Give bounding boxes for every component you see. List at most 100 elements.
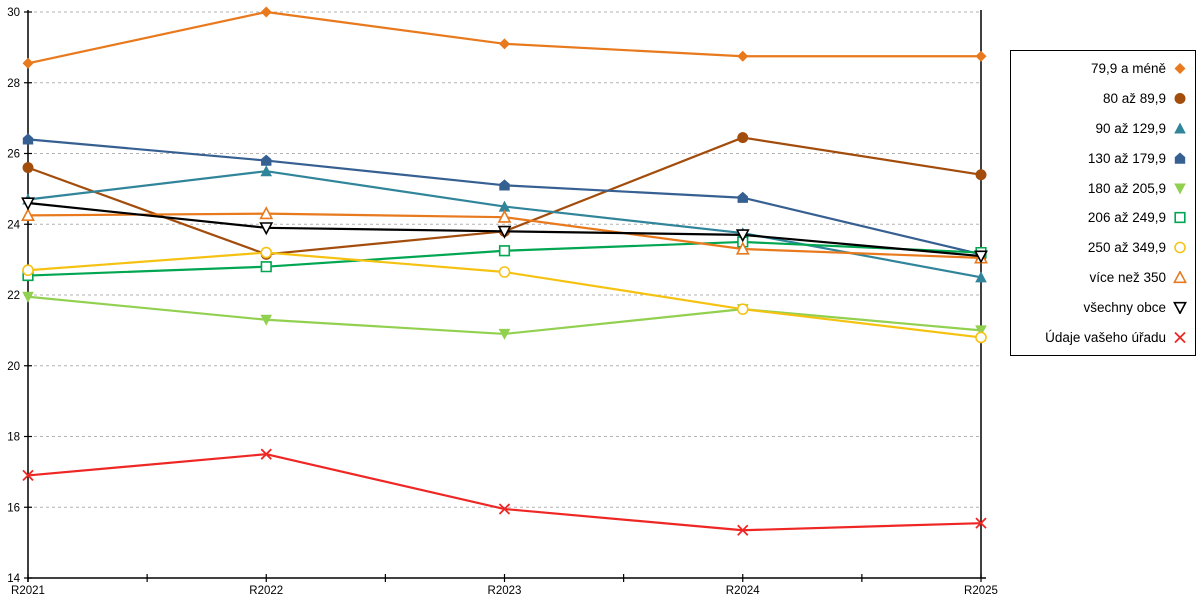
legend-item-10: Údaje vašeho úřadu — [1015, 330, 1187, 345]
marker-shape — [499, 38, 510, 50]
marker-shape — [974, 250, 988, 264]
legend-item-2: 80 až 89,9 — [1015, 91, 1187, 106]
marker-shape — [737, 191, 748, 203]
pentagon-filled-legend-icon — [1174, 152, 1186, 164]
marker-shape — [497, 209, 512, 223]
marker-shape — [736, 303, 749, 315]
triangle-up-open-marker — [1173, 270, 1187, 284]
circle-open-marker — [975, 331, 987, 344]
x-tick-label: R2023 — [488, 585, 522, 597]
pentagon-filled-marker — [499, 179, 510, 191]
y-tick-label: 28 — [7, 78, 20, 90]
marker-shape — [975, 50, 987, 62]
triangle-up-filled-legend-icon — [1174, 122, 1186, 134]
legend-item-5: 180 až 205,9 — [1015, 181, 1187, 196]
diamond-filled-marker — [1174, 63, 1186, 75]
marker-shape — [737, 50, 749, 62]
marker-shape — [1174, 63, 1186, 75]
legend-label: 250 až 349,9 — [1087, 240, 1166, 256]
series-line-5 — [26, 295, 983, 336]
marker-shape — [975, 325, 987, 337]
marker-shape — [260, 314, 273, 326]
legend-item-8: více než 350 — [1015, 270, 1187, 285]
triangle-up-filled-marker — [1174, 122, 1186, 134]
marker-shape — [260, 6, 272, 18]
marker-shape — [1173, 301, 1187, 314]
marker-shape — [737, 524, 749, 536]
x-cross-marker — [260, 448, 272, 460]
triangle-up-filled-marker — [975, 271, 987, 283]
triangle-down-open-marker — [497, 225, 512, 239]
series-line-10 — [26, 453, 983, 532]
marker-shape — [22, 264, 34, 276]
marker-shape — [975, 169, 987, 181]
triangle-down-open-marker — [21, 197, 35, 211]
circle-filled-legend-icon — [1174, 93, 1186, 105]
legend-item-7: 250 až 349,9 — [1015, 240, 1187, 255]
marker-shape — [498, 266, 511, 278]
marker-shape — [497, 225, 512, 239]
diamond-filled-marker — [737, 50, 749, 62]
marker-shape — [498, 503, 511, 515]
marker-shape — [22, 291, 34, 303]
legend-item-4: 130 až 179,9 — [1015, 151, 1187, 166]
marker-shape — [261, 154, 272, 166]
marker-shape — [21, 207, 35, 222]
legend-item-9: všechny obce — [1015, 300, 1187, 315]
marker-shape — [1174, 241, 1186, 254]
circle-open-marker — [498, 266, 511, 278]
triangle-down-open-marker — [1173, 301, 1187, 314]
legend-item-6: 206 až 249,9 — [1015, 210, 1187, 225]
marker-shape — [260, 246, 273, 259]
marker-shape — [975, 271, 987, 283]
triangle-down-filled-marker — [260, 314, 273, 326]
x-cross-marker — [498, 503, 511, 515]
legend-label: Údaje vašeho úřadu — [1045, 329, 1166, 345]
circle-open-marker — [22, 264, 34, 276]
y-tick-label: 16 — [7, 502, 20, 514]
legend-label: více než 350 — [1089, 269, 1166, 285]
legend-label: 206 až 249,9 — [1087, 210, 1166, 226]
triangle-down-filled-marker — [1174, 183, 1186, 195]
legend-label: 80 až 89,9 — [1102, 91, 1166, 107]
marker-shape — [498, 200, 511, 212]
chart-legend: 79,9 a méně 80 až 89,9 90 až 129,9 130 až 1… — [1010, 50, 1196, 356]
legend-label: 180 až 205,9 — [1087, 180, 1166, 196]
circle-open-marker — [1174, 241, 1186, 254]
y-tick-label: 22 — [7, 290, 20, 302]
x-cross-marker — [737, 524, 749, 536]
marker-shape — [1174, 183, 1186, 195]
legend-label: 90 až 129,9 — [1095, 120, 1166, 136]
y-tick-label: 26 — [7, 149, 20, 161]
y-tick-label: 24 — [7, 219, 20, 231]
marker-shape — [499, 179, 510, 191]
square-open-marker — [1174, 212, 1186, 224]
x-tick-label: R2025 — [964, 585, 998, 597]
circle-open-legend-icon — [1174, 241, 1186, 254]
marker-shape — [498, 328, 511, 340]
pentagon-filled-marker — [1174, 152, 1186, 164]
marker-shape — [1173, 270, 1187, 284]
circle-filled-marker — [975, 169, 987, 181]
diamond-filled-marker — [260, 6, 272, 18]
marker-shape — [735, 229, 750, 243]
legend-item-1: 79,9 a méně — [1015, 61, 1187, 76]
triangle-down-open-marker — [735, 229, 750, 243]
marker-shape — [22, 57, 34, 69]
pentagon-filled-marker — [737, 191, 748, 203]
triangle-down-filled-legend-icon — [1174, 183, 1186, 195]
triangle-up-filled-marker — [498, 200, 511, 212]
pentagon-filled-marker — [261, 154, 272, 166]
y-tick-label: 14 — [7, 573, 20, 585]
marker-shape — [259, 222, 274, 236]
triangle-down-open-marker — [259, 222, 274, 236]
marker-shape — [22, 133, 34, 145]
x-cross-marker — [975, 517, 987, 529]
series-line-1 — [26, 10, 983, 65]
triangle-up-open-marker — [21, 207, 35, 222]
triangle-up-filled-marker — [260, 165, 273, 177]
marker-shape — [975, 331, 987, 344]
y-tick-label: 20 — [7, 361, 20, 373]
